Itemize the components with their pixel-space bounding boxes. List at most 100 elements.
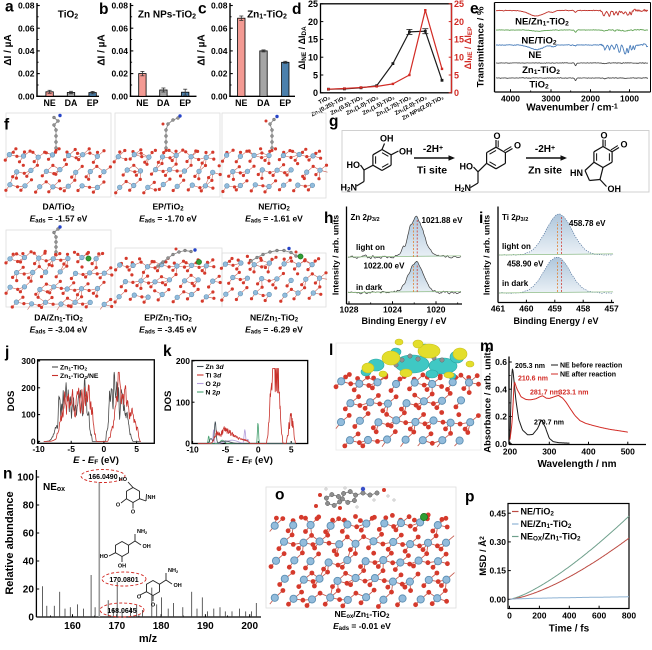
svg-text:Wavelength / nm: Wavelength / nm [537, 459, 616, 470]
svg-text:ΔINE / ΔIDA: ΔINE / ΔIDA [297, 26, 308, 70]
svg-text:O: O [600, 131, 607, 141]
svg-text:ΔI / µA: ΔI / µA [3, 34, 14, 65]
svg-text:H2N: H2N [340, 183, 357, 194]
svg-text:0.04: 0.04 [111, 46, 128, 56]
svg-text:NE after reaction: NE after reaction [560, 372, 616, 379]
svg-text:0.06: 0.06 [111, 23, 128, 33]
svg-text:458.90 eV: 458.90 eV [507, 260, 544, 269]
svg-text:5: 5 [289, 445, 294, 455]
svg-text:0.06: 0.06 [211, 23, 228, 33]
svg-text:NE: NE [136, 98, 148, 108]
svg-text:-10: -10 [186, 445, 199, 455]
svg-text:Eads = -1.70 eV: Eads = -1.70 eV [139, 214, 197, 225]
svg-text:DA/TiO2: DA/TiO2 [43, 202, 76, 213]
svg-text:400: 400 [581, 447, 595, 457]
svg-text:EP/TiO2: EP/TiO2 [152, 202, 184, 213]
svg-text:i: i [479, 210, 483, 227]
svg-text:25: 25 [454, 0, 464, 9]
svg-text:d: d [292, 1, 301, 18]
svg-text:Zn1-TiO2/NE: Zn1-TiO2/NE [60, 373, 99, 381]
svg-text:0.45: 0.45 [489, 508, 506, 518]
svg-text:Eads = -3.45 eV: Eads = -3.45 eV [139, 325, 197, 336]
svg-text:205.3 nm: 205.3 nm [515, 363, 545, 370]
svg-text:1021.88 eV: 1021.88 eV [422, 216, 464, 225]
svg-text:0.15: 0.15 [489, 566, 506, 576]
svg-text:m: m [480, 338, 494, 355]
svg-text:210.6 nm: 210.6 nm [518, 376, 548, 383]
svg-text:c: c [198, 1, 207, 18]
svg-text:200: 200 [532, 611, 546, 621]
svg-text:h: h [324, 210, 333, 227]
svg-text:NE: NE [235, 98, 247, 108]
svg-text:Zn 2p3/2: Zn 2p3/2 [351, 213, 380, 223]
svg-text:EP: EP [179, 98, 191, 108]
svg-text:E - EF (eV): E - EF (eV) [227, 455, 273, 466]
svg-text:0.02: 0.02 [111, 69, 128, 79]
svg-text:1024: 1024 [383, 305, 402, 315]
svg-text:5: 5 [134, 444, 139, 454]
svg-text:-5: -5 [67, 444, 75, 454]
svg-text:EP/Zn1-TiO2: EP/Zn1-TiO2 [144, 313, 192, 324]
svg-text:O: O [137, 595, 142, 601]
svg-text:0: 0 [185, 439, 190, 449]
svg-text:0.02: 0.02 [18, 69, 35, 79]
svg-text:Zn NPs-TiO2: Zn NPs-TiO2 [138, 10, 196, 21]
svg-text:Eads = -0.01 eV: Eads = -0.01 eV [333, 621, 391, 632]
svg-text:Eads = -6.29 eV: Eads = -6.29 eV [245, 325, 303, 336]
svg-text:j: j [4, 344, 9, 361]
svg-text:160: 160 [64, 621, 81, 632]
svg-text:DA: DA [65, 98, 78, 108]
svg-text:light on: light on [356, 243, 385, 252]
svg-text:NH2: NH2 [168, 568, 178, 574]
svg-text:Binding Energy / eV: Binding Energy / eV [513, 316, 598, 326]
svg-text:3000: 3000 [542, 94, 561, 104]
svg-text:Relative abundance: Relative abundance [4, 491, 16, 594]
svg-text:NE: NE [528, 50, 541, 61]
svg-text:Absorbance / arb. units: Absorbance / arb. units [483, 347, 494, 453]
svg-text:Zn 3d: Zn 3d [206, 364, 225, 371]
svg-text:HO: HO [460, 162, 474, 172]
svg-text:166.0490: 166.0490 [88, 474, 117, 481]
svg-text:m/z: m/z [139, 633, 158, 645]
svg-text:180: 180 [153, 621, 170, 632]
svg-text:100: 100 [17, 473, 34, 484]
svg-text:DOS: DOS [6, 391, 17, 412]
svg-text:E - EF (eV): E - EF (eV) [73, 455, 119, 466]
svg-text:NEox/Zn1-TiO2: NEox/Zn1-TiO2 [335, 609, 391, 620]
svg-text:NH: NH [148, 495, 156, 501]
svg-text:1020: 1020 [427, 305, 446, 315]
svg-text:-10: -10 [32, 444, 45, 454]
svg-text:NE/Zn1-TiO2: NE/Zn1-TiO2 [515, 17, 569, 28]
svg-text:281.7 nm: 281.7 nm [530, 390, 560, 397]
svg-text:0: 0 [31, 437, 36, 447]
svg-text:HO: HO [347, 160, 361, 170]
svg-text:TiO2: TiO2 [58, 10, 78, 21]
svg-text:Zn1-TiO2: Zn1-TiO2 [247, 10, 287, 21]
svg-text:0.00: 0.00 [18, 91, 35, 101]
svg-text:279.7 nm: 279.7 nm [534, 420, 564, 427]
svg-text:461: 461 [491, 304, 505, 314]
svg-text:ΔINE / ΔIEP: ΔINE / ΔIEP [463, 27, 474, 70]
svg-text:60: 60 [23, 529, 35, 540]
svg-text:OH: OH [174, 583, 182, 589]
svg-text:HO: HO [119, 477, 128, 483]
svg-text:NEOX/Zn1-TiO2: NEOX/Zn1-TiO2 [521, 532, 581, 543]
svg-text:168.0645: 168.0645 [107, 608, 136, 615]
svg-text:Time / fs: Time / fs [549, 624, 590, 635]
svg-text:OH: OH [380, 134, 394, 144]
svg-text:25: 25 [308, 0, 318, 9]
svg-text:MSD / Å2: MSD / Å2 [478, 536, 489, 576]
svg-text:O: O [621, 140, 628, 150]
svg-text:Zn1-TiO2: Zn1-TiO2 [60, 365, 87, 373]
svg-text:o: o [275, 487, 284, 504]
svg-text:a: a [5, 0, 14, 16]
svg-text:0.04: 0.04 [18, 46, 35, 56]
svg-text:TiO2: TiO2 [529, 80, 549, 91]
svg-text:300: 300 [21, 356, 35, 366]
svg-text:Transmittance / %: Transmittance / % [476, 6, 487, 87]
svg-text:20: 20 [454, 17, 464, 27]
svg-text:b: b [99, 1, 108, 18]
svg-text:Zn site: Zn site [528, 165, 562, 177]
svg-text:Intensity / arb. units: Intensity / arb. units [482, 215, 492, 296]
svg-text:H2N: H2N [454, 183, 471, 194]
